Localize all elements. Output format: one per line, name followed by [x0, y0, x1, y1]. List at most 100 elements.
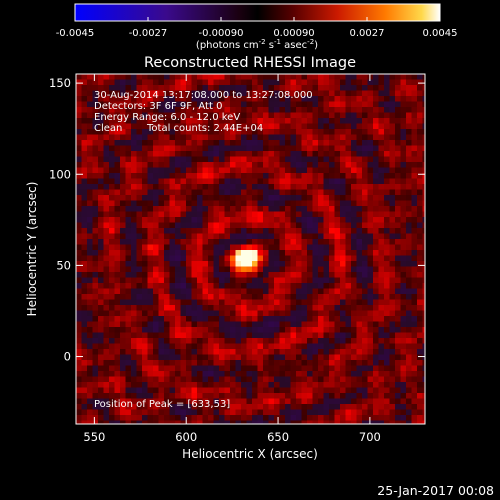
- heatmap-cell: [351, 200, 357, 207]
- heatmap-cell: [142, 349, 148, 355]
- heatmap-cell: [290, 338, 297, 344]
- heatmap-cell: [417, 145, 423, 152]
- heatmap-cell: [142, 338, 148, 344]
- heatmap-cell: [285, 85, 291, 91]
- heatmap-cell: [395, 409, 401, 416]
- heatmap-cell: [114, 107, 121, 113]
- heatmap-cell: [136, 354, 143, 361]
- heatmap-cell: [125, 305, 132, 311]
- heatmap-cell: [373, 404, 379, 410]
- heatmap-cell: [263, 332, 269, 339]
- heatmap-cell: [98, 162, 104, 168]
- heatmap-cell: [345, 398, 352, 405]
- heatmap-cell: [285, 288, 291, 295]
- heatmap-cell: [362, 162, 368, 168]
- heatmap-cell: [230, 233, 236, 240]
- heatmap-cell: [296, 233, 302, 240]
- heatmap-cell: [307, 129, 313, 135]
- heatmap-cell: [114, 266, 121, 273]
- heatmap-cell: [411, 338, 418, 344]
- heatmap-cell: [114, 101, 121, 108]
- heatmap-cell: [307, 244, 313, 251]
- heatmap-cell: [312, 415, 319, 421]
- heatmap-cell: [241, 162, 247, 168]
- heatmap-cell: [323, 244, 330, 251]
- heatmap-cell: [334, 233, 341, 240]
- heatmap-cell: [268, 321, 275, 328]
- heatmap-cell: [230, 101, 236, 108]
- heatmap-cell: [197, 107, 203, 113]
- heatmap-cell: [76, 145, 82, 152]
- heatmap-cell: [164, 316, 170, 322]
- heatmap-cell: [186, 228, 192, 234]
- heatmap-cell: [169, 294, 176, 300]
- heatmap-cell: [169, 299, 176, 306]
- heatmap-cell: [257, 74, 264, 80]
- heatmap-cell: [411, 167, 418, 174]
- heatmap-cell: [307, 420, 313, 424]
- heatmap-cell: [378, 233, 385, 240]
- heatmap-cell: [131, 299, 137, 306]
- heatmap-cell: [307, 294, 313, 300]
- heatmap-cell: [351, 167, 357, 174]
- heatmap-cell: [131, 376, 137, 383]
- heatmap-cell: [411, 250, 418, 256]
- heatmap-cell: [312, 151, 319, 157]
- heatmap-cell: [334, 239, 341, 245]
- heatmap-cell: [175, 382, 181, 388]
- heatmap-cell: [208, 261, 214, 267]
- heatmap-cell: [422, 239, 425, 245]
- heatmap-cell: [142, 255, 148, 262]
- heatmap-cell: [367, 123, 374, 130]
- heatmap-cell: [164, 233, 170, 240]
- heatmap-cell: [180, 261, 187, 267]
- heatmap-cell: [180, 255, 187, 262]
- heatmap-cell: [230, 167, 236, 174]
- heatmap-cell: [175, 365, 181, 372]
- heatmap-cell: [334, 261, 341, 267]
- heatmap-cell: [208, 96, 214, 102]
- heatmap-cell: [197, 415, 203, 421]
- heatmap-cell: [422, 288, 425, 295]
- heatmap-cell: [125, 206, 132, 212]
- heatmap-cell: [362, 420, 368, 424]
- heatmap-cell: [411, 200, 418, 207]
- heatmap-cell: [175, 398, 181, 405]
- heatmap-cell: [406, 272, 412, 278]
- heatmap-cell: [125, 129, 132, 135]
- heatmap-cell: [208, 277, 214, 284]
- heatmap-cell: [76, 195, 82, 201]
- heatmap-cell: [147, 156, 154, 163]
- heatmap-cell: [114, 145, 121, 152]
- heatmap-cell: [131, 134, 137, 141]
- heatmap-cell: [318, 310, 324, 317]
- heatmap-cell: [230, 349, 236, 355]
- heatmap-cell: [213, 112, 220, 119]
- heatmap-cell: [241, 255, 247, 262]
- heatmap-cell: [103, 415, 110, 421]
- heatmap-cell: [147, 96, 154, 102]
- heatmap-cell: [351, 316, 357, 322]
- heatmap-cell: [92, 162, 99, 168]
- heatmap-cell: [257, 420, 264, 424]
- heatmap-cell: [120, 349, 126, 355]
- heatmap-cell: [175, 101, 181, 108]
- heatmap-cell: [131, 178, 137, 185]
- heatmap-cell: [136, 162, 143, 168]
- heatmap-cell: [378, 74, 385, 80]
- heatmap-cell: [92, 151, 99, 157]
- heatmap-cell: [367, 118, 374, 124]
- heatmap-cell: [373, 349, 379, 355]
- heatmap-cell: [367, 343, 374, 350]
- heatmap-cell: [169, 90, 176, 97]
- heatmap-cell: [147, 107, 154, 113]
- heatmap-cell: [186, 420, 192, 424]
- heatmap-cell: [202, 123, 209, 130]
- heatmap-cell: [219, 261, 225, 267]
- heatmap-cell: [224, 305, 231, 311]
- heatmap-cell: [191, 277, 198, 284]
- heatmap-cell: [202, 283, 209, 289]
- heatmap-cell: [191, 151, 198, 157]
- heatmap-cell: [318, 156, 324, 163]
